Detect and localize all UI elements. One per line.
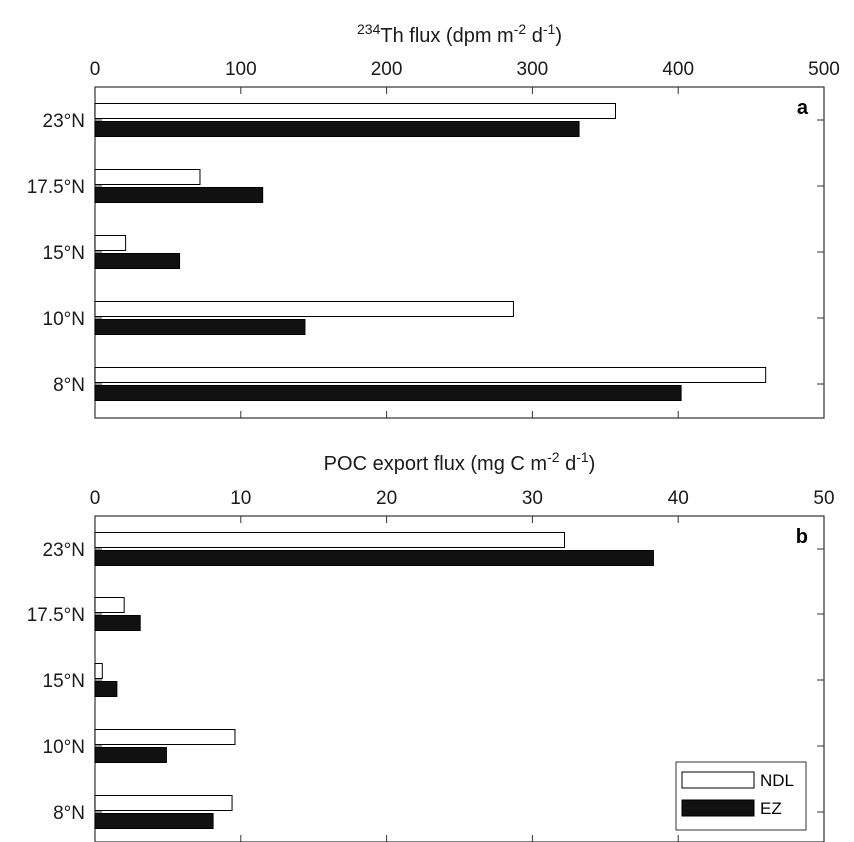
bar-ndl (94, 663, 103, 679)
bar-ez (94, 615, 141, 631)
bar-ez (94, 681, 118, 697)
x-tick-label: 200 (371, 59, 403, 80)
x-tick-label: 100 (225, 59, 257, 80)
y-tick-label: 23°N (43, 111, 85, 132)
panel-a: 0 100 200 300 400 500 234Th flux (dpm m-2 d-1)… (27, 21, 840, 419)
bar-ez (94, 813, 214, 829)
x-tick-label: 400 (662, 59, 694, 80)
y-tick-label: 15°N (43, 243, 85, 264)
y-tick-label: 8°N (53, 803, 85, 824)
bar-ez (94, 747, 167, 763)
x-tick-label: 0 (90, 488, 101, 509)
legend-label-ez: EZ (760, 799, 782, 818)
bar-ez (94, 187, 264, 203)
x-tick-label: 10 (230, 488, 251, 509)
legend-swatch-ndl (681, 771, 755, 789)
y-tick-label: 23°N (43, 540, 85, 561)
x-tick-label: 40 (668, 488, 689, 509)
bar-ez (94, 253, 181, 269)
y-tick-label: 17.5°N (27, 605, 85, 626)
panel-label: b (796, 526, 808, 548)
x-axis-title: POC export flux (mg C m-2 d-1) (324, 449, 596, 475)
y-tick-label: 10°N (43, 309, 85, 330)
x-tick-label: 20 (376, 488, 397, 509)
bar-ndl (94, 597, 125, 613)
y-tick-label: 15°N (43, 671, 85, 692)
y-tick-label: 10°N (43, 737, 85, 758)
legend: NDL EZ (675, 761, 807, 831)
bar-ndl (94, 301, 514, 317)
bar-ndl (94, 367, 767, 383)
x-tick-label: 30 (522, 488, 543, 509)
legend-swatch-ez (681, 799, 755, 817)
bar-ndl (94, 169, 201, 185)
x-tick-label: 50 (813, 488, 834, 509)
x-tick-label: 500 (808, 59, 840, 80)
bar-ndl (94, 235, 127, 251)
x-tick-label: 300 (517, 59, 549, 80)
bar-ndl (94, 103, 617, 119)
bar-ez (94, 550, 654, 566)
panel-b: 0 10 20 30 40 50 POC export flux (mg C m-2 d-1… (27, 449, 835, 842)
bar-ndl (94, 532, 565, 548)
y-tick-label: 8°N (53, 375, 85, 396)
legend-label-ndl: NDL (760, 771, 794, 790)
x-axis-title: 234Th flux (dpm m-2 d-1) (357, 21, 562, 47)
bar-ez (94, 319, 306, 335)
x-tick-label: 0 (90, 59, 101, 80)
bar-ez (94, 121, 580, 137)
bar-ndl (94, 729, 236, 745)
y-tick-label: 17.5°N (27, 177, 85, 198)
panel-label: a (797, 97, 809, 119)
bar-ndl (94, 795, 233, 811)
bar-ez (94, 385, 682, 401)
